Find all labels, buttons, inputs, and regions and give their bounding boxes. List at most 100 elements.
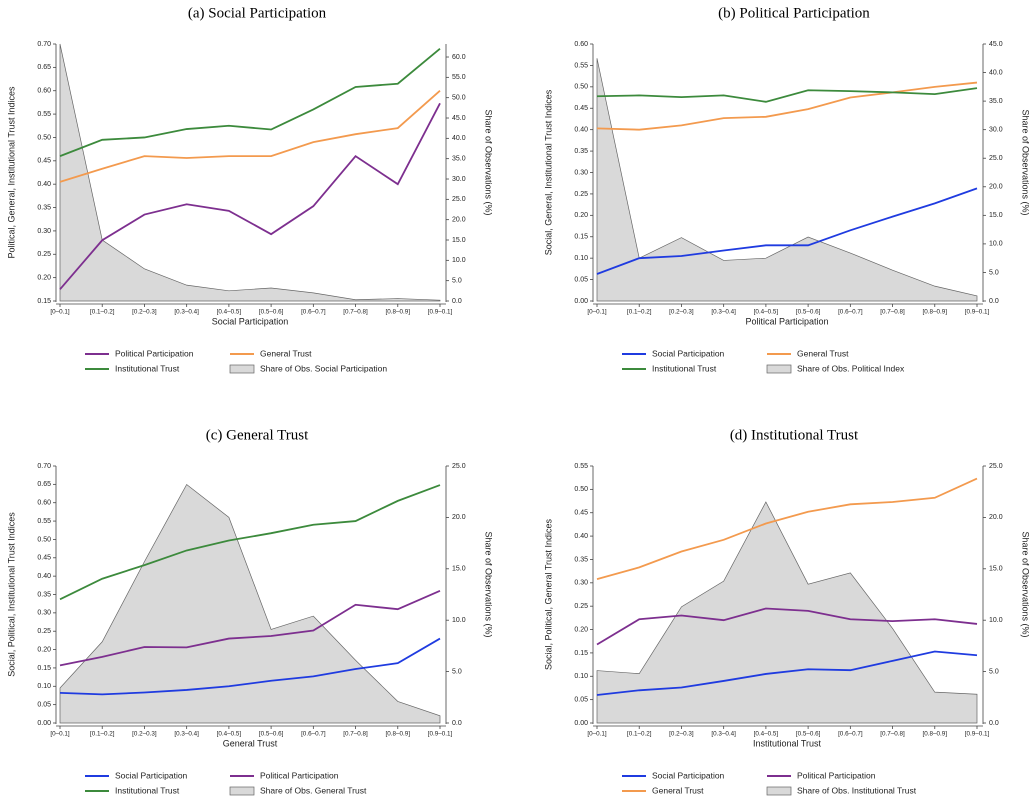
y2-tick-label: 25.0 [452,463,466,470]
y-tick-label: 0.00 [37,720,51,727]
legend-label: Share of Obs. Institutional Trust [797,785,917,795]
y-tick-label: 0.70 [37,41,51,48]
y2-tick-label: 0.0 [989,720,999,727]
y2-tick-label: 50.0 [452,95,466,102]
y-tick-label: 0.25 [574,191,588,198]
x-tick-label: [0.2–0.3] [132,731,157,738]
x-tick-label: [0.9–0.1] [965,731,990,738]
x-tick-label: [0.6–0.7] [838,309,863,316]
y2-tick-label: 5.0 [989,668,999,675]
line [59,47,441,157]
y2-tick-label: 0.0 [452,298,462,305]
chart-title: (b) Political Participation [718,5,870,21]
panel: (d) Institutional Trust 0.00 0.05 0.10 0.15 0… [543,427,1030,796]
area [596,501,978,724]
y2-tick-label: 15.0 [452,566,466,573]
x-tick-label: [0.3–0.4] [711,731,736,738]
y-tick-label: 0.55 [37,111,51,118]
x-tick-label: [0.2–0.3] [669,731,694,738]
y-tick-label: 0.15 [37,665,51,672]
y-tick-label: 0.60 [37,88,51,95]
y2-tick-label: 5.0 [452,278,462,285]
y-tick-label: 0.00 [574,298,588,305]
y2-axis-title: Share of Observations (%) [484,109,494,215]
y-tick-label: 0.15 [574,234,588,241]
y-tick-label: 0.55 [574,62,588,69]
x-tick-label: [0.4–0.5] [754,309,779,316]
line [59,590,441,667]
y-tick-label: 0.70 [37,463,51,470]
y-axis-title: Social, Political, Institutional Trust I… [6,512,16,677]
y-tick-label: 0.35 [574,556,588,563]
y-tick-label: 0.50 [574,486,588,493]
y2-tick-label: 60.0 [452,54,466,61]
y2-tick-label: 15.0 [989,566,1003,573]
y-tick-label: 0.05 [574,696,588,703]
y-tick-label: 0.30 [574,169,588,176]
y-tick-label: 0.20 [37,274,51,281]
legend-label: Share of Obs. Social Participation [260,363,387,373]
y2-axis-title: Share of Observations (%) [1021,531,1030,637]
y-tick-label: 0.20 [37,646,51,653]
y2-tick-label: 40.0 [989,69,1003,76]
x-tick-label: [0.2–0.3] [669,309,694,316]
x-tick-label: [0.2–0.3] [132,309,157,316]
x-tick-label: [0.7–0.8] [880,309,905,316]
y-tick-label: 0.40 [574,533,588,540]
y-tick-label: 0.55 [37,518,51,525]
y-tick-label: 0.25 [574,603,588,610]
line [596,187,978,275]
x-axis-title: General Trust [223,738,278,748]
y-tick-label: 0.45 [37,555,51,562]
x-axis-title: Social Participation [212,316,289,326]
area [59,483,441,724]
line [596,81,978,131]
y2-tick-label: 20.0 [989,184,1003,191]
x-axis-title: Political Participation [745,316,828,326]
legend-label: General Trust [260,348,312,358]
y-tick-label: 0.05 [574,276,588,283]
y-tick-label: 0.60 [574,41,588,48]
x-axis-title: Institutional Trust [753,738,822,748]
line [59,484,441,601]
legend-label: Institutional Trust [115,363,180,373]
y2-tick-label: 45.0 [989,41,1003,48]
y2-tick-label: 0.0 [452,720,462,727]
legend-label: Social Participation [115,770,188,780]
area [59,43,441,302]
y-tick-label: 0.00 [574,720,588,727]
y2-tick-label: 10.0 [989,241,1003,248]
x-tick-label: [0.6–0.7] [301,731,326,738]
legend-label: Institutional Trust [115,785,180,795]
y2-tick-label: 30.0 [452,176,466,183]
y-tick-label: 0.40 [574,127,588,134]
x-tick-label: [0.1–0.2] [90,731,115,738]
legend-label: Political Participation [797,770,876,780]
x-tick-label: [0.8–0.9] [386,731,411,738]
area [596,58,978,302]
y-tick-label: 0.05 [37,701,51,708]
x-tick-label: [0.5–0.6] [259,309,284,316]
chart-title: (a) Social Participation [188,5,327,21]
x-tick-label: [0.6–0.7] [838,731,863,738]
y2-tick-label: 15.0 [989,212,1003,219]
y2-tick-label: 25.0 [452,196,466,203]
x-tick-label: [0.4–0.5] [217,731,242,738]
x-tick-label: [0.9–0.1] [428,731,453,738]
chart-title: (d) Institutional Trust [730,427,859,443]
x-tick-label: [0–0.1] [50,309,70,316]
y-tick-label: 0.25 [37,628,51,635]
panel: (b) Political Participation 0.00 0.05 0.10 0… [543,5,1030,374]
x-tick-label: [0.7–0.8] [343,309,368,316]
y-tick-label: 0.50 [37,134,51,141]
x-tick-label: [0.8–0.9] [923,731,948,738]
y-tick-label: 0.60 [37,500,51,507]
y2-tick-label: 35.0 [989,98,1003,105]
y-tick-label: 0.30 [37,228,51,235]
legend-label: Share of Obs. Political Index [797,363,905,373]
line [59,102,441,290]
legend-label: Share of Obs. General Trust [260,785,367,795]
y2-tick-label: 20.0 [452,514,466,521]
y2-tick-label: 55.0 [452,74,466,81]
x-tick-label: [0.7–0.8] [880,731,905,738]
